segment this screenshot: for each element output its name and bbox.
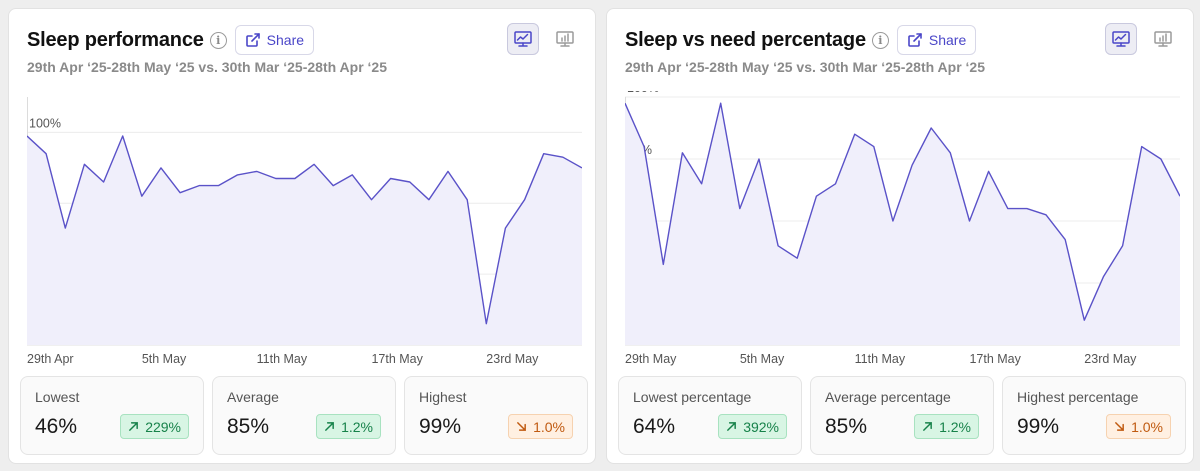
change-badge: 392%: [718, 414, 787, 439]
line-chart-icon: [1112, 31, 1130, 47]
change-badge: 1.2%: [316, 414, 381, 439]
stat-value: 64%: [633, 415, 676, 438]
stat-value: 99%: [1017, 415, 1060, 438]
arrow-up-right-icon: [727, 422, 737, 431]
change-value: 392%: [743, 418, 779, 435]
bar-chart-icon: [556, 31, 574, 47]
stat-average: Average 85% 1.2%: [212, 376, 396, 455]
stat-label: Lowest: [35, 389, 80, 405]
chart-type-toggle: [1105, 23, 1179, 55]
change-value: 1.0%: [533, 418, 565, 435]
external-link-icon: [908, 33, 922, 47]
stat-value: 85%: [825, 415, 868, 438]
x-tick-label: 23rd May: [1084, 352, 1137, 366]
share-label: Share: [266, 32, 305, 48]
share-button[interactable]: Share: [234, 25, 315, 55]
x-tick-label: 29th Apr: [27, 352, 74, 366]
series-line: [624, 102, 1181, 321]
x-tick-label: 29th May: [625, 352, 677, 366]
change-value: 1.2%: [341, 418, 373, 435]
change-badge: 1.2%: [914, 414, 979, 439]
change-value: 1.2%: [939, 418, 971, 435]
card-header: Sleep vs need percentage i Share: [625, 25, 977, 55]
x-tick-label: 11th May: [257, 352, 308, 366]
stat-value: 99%: [419, 415, 462, 438]
bar-chart-toggle[interactable]: [549, 23, 581, 55]
series-area: [27, 136, 582, 345]
y-tick-label: 100%: [29, 116, 61, 130]
sleep-vs-need-card: Sleep vs need percentage i Share 29th Ap…: [606, 8, 1194, 464]
x-tick-label: 5th May: [740, 352, 785, 366]
stat-lowest: Lowest percentage 64% 392%: [618, 376, 802, 455]
stats-row: Lowest 46% 229% Average 85% 1.2% Highest…: [20, 376, 588, 455]
line-chart-toggle[interactable]: [1105, 23, 1137, 55]
stat-label: Highest: [419, 389, 467, 405]
card-title: Sleep vs need percentage: [625, 28, 866, 51]
x-tick-label: 17th May: [371, 352, 423, 366]
arrow-up-right-icon: [923, 422, 932, 431]
change-badge: 1.0%: [1106, 414, 1171, 439]
series-area: [625, 103, 1180, 345]
x-tick-label: 11th May: [855, 352, 906, 366]
arrow-up-right-icon: [129, 422, 139, 431]
change-value: 1.0%: [1131, 418, 1163, 435]
sleep-performance-card: Sleep performance i Share 29th Apr ‘25-2…: [8, 8, 596, 464]
x-tick-label: 5th May: [142, 352, 187, 366]
share-button[interactable]: Share: [896, 25, 977, 55]
external-link-icon: [245, 33, 260, 47]
change-badge: 1.0%: [508, 414, 573, 439]
stat-value: 85%: [227, 415, 270, 438]
arrow-down-right-icon: [517, 422, 526, 431]
x-tick-label: 23rd May: [486, 352, 539, 366]
date-range-subtitle: 29th Apr ‘25-28th May ‘25 vs. 30th Mar ‘…: [27, 59, 387, 75]
card-title: Sleep performance: [27, 28, 204, 51]
stat-label: Average: [227, 389, 279, 405]
change-value: 229%: [145, 418, 181, 435]
series-line: [26, 135, 583, 325]
info-icon[interactable]: i: [871, 31, 889, 49]
card-header: Sleep performance i Share: [27, 25, 315, 55]
bar-chart-toggle[interactable]: [1147, 23, 1179, 55]
chart-type-toggle: [507, 23, 581, 55]
stat-highest: Highest percentage 99% 1.0%: [1002, 376, 1186, 455]
line-chart-toggle[interactable]: [507, 23, 539, 55]
stat-highest: Highest 99% 1.0%: [404, 376, 588, 455]
arrow-up-right-icon: [325, 422, 334, 431]
y-tick-label: 100%: [627, 91, 659, 95]
share-label: Share: [928, 32, 967, 48]
stat-lowest: Lowest 46% 229%: [20, 376, 204, 455]
stat-label: Average percentage: [825, 389, 951, 405]
arrow-down-right-icon: [1115, 422, 1124, 431]
change-badge: 229%: [120, 414, 189, 439]
date-range-subtitle: 29th Apr ‘25-28th May ‘25 vs. 30th Mar ‘…: [625, 59, 985, 75]
info-icon[interactable]: i: [209, 31, 227, 49]
stat-label: Lowest percentage: [633, 389, 752, 405]
stat-average: Average percentage 85% 1.2%: [810, 376, 994, 455]
stat-value: 46%: [35, 415, 78, 438]
stat-label: Highest percentage: [1017, 389, 1139, 405]
bar-chart-icon: [1154, 31, 1172, 47]
line-chart-icon: [514, 31, 532, 47]
x-tick-label: 17th May: [969, 352, 1021, 366]
stats-row: Lowest percentage 64% 392% Average perce…: [618, 376, 1186, 455]
